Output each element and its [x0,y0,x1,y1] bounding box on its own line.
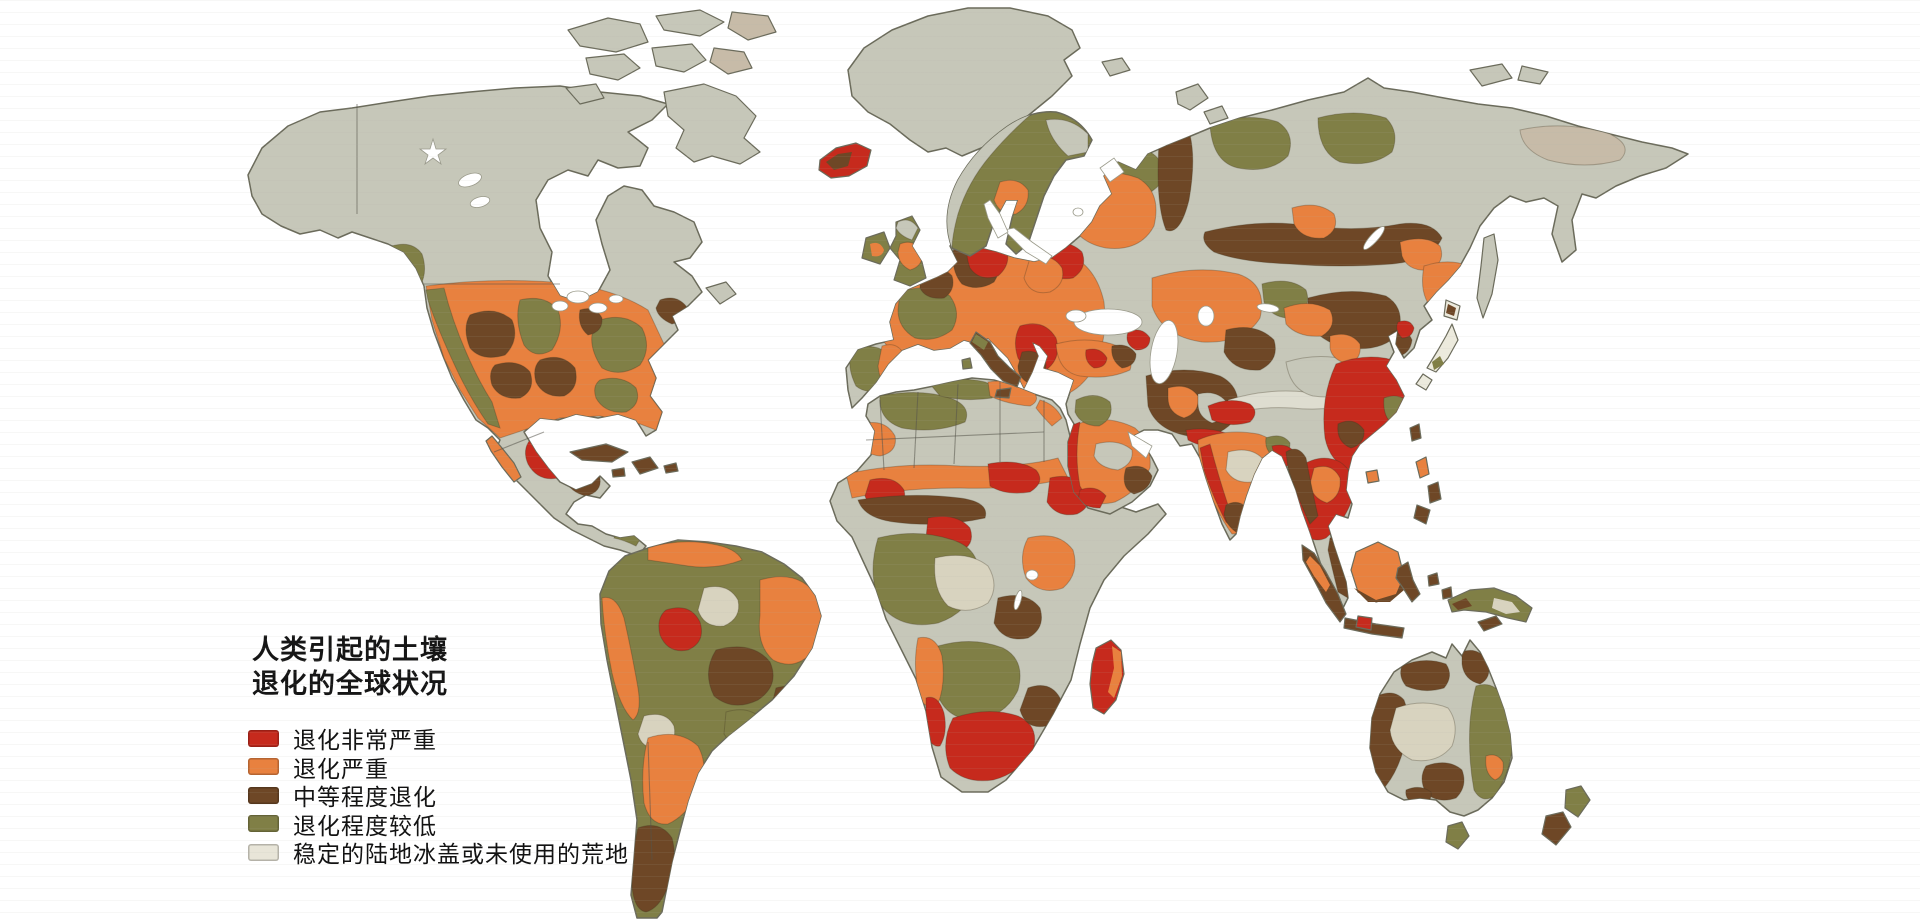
legend-item-low: 退化程度较低 [248,810,629,839]
tasmania-new-zealand [1445,785,1591,850]
caribbean-islands [485,435,679,483]
legend-label: 中等程度退化 [293,784,437,811]
star-icon [418,137,448,166]
japan [1415,299,1461,391]
legend-label: 退化程度较低 [293,812,437,839]
iceland [818,142,872,179]
legend-swatch-severe [248,758,279,776]
legend-label: 退化严重 [293,755,389,782]
continent-south-america [599,539,822,919]
legend-swatch-stable [248,843,279,861]
italy [961,331,1022,399]
philippines [1413,456,1442,525]
taiwan-hainan [1365,423,1422,484]
continent-australia [1369,639,1513,817]
continent-africa [829,377,1167,793]
legend-swatch-very-severe [248,729,279,747]
continent-eurasia [845,77,1689,611]
legend-item-moderate: 中等程度退化 [248,781,629,810]
map-title-line-2: 退化的全球状况 [252,668,448,699]
legend-item-severe: 退化严重 [248,753,629,782]
legend-swatch-low [248,815,279,833]
legend-item-very-severe: 退化非常严重 [248,724,629,753]
madagascar [1089,639,1125,715]
british-isles [861,215,927,287]
legend-item-stable: 稳定的陆地冰盖或未使用的荒地 [248,838,629,867]
continent-north-america [247,85,703,557]
legend-label: 稳定的陆地冰盖或未使用的荒地 [293,841,629,868]
legend: 退化非常严重 退化严重 中等程度退化 退化程度较低 稳定的陆地冰盖或未使用的荒地 [248,724,629,867]
new-guinea [1447,587,1533,623]
map-title-line-1: 人类引起的土壤 [252,635,448,665]
lakes-and-seas [458,157,1385,611]
country-borders [356,104,1045,861]
map-title: 人类引起的土壤 退化的全球状况 [252,634,448,702]
indonesia [1301,541,1503,639]
sakhalin [1476,233,1499,319]
legend-label: 退化非常严重 [293,727,437,754]
arctic-islands [565,9,1549,305]
legend-swatch-moderate [248,786,279,804]
